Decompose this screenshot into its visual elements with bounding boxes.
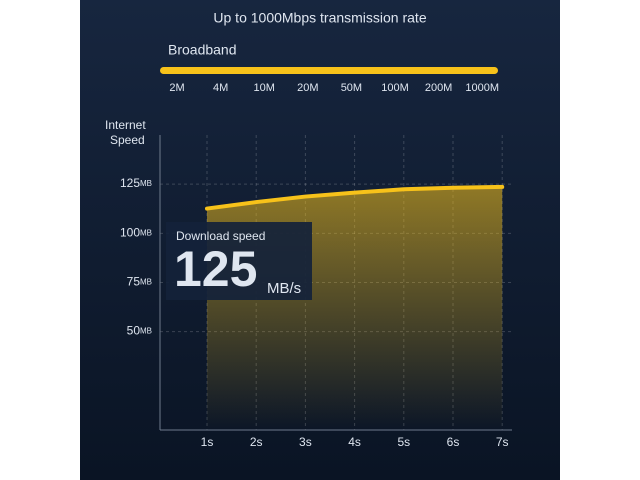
broadband-tick-label: 2M <box>169 82 184 94</box>
chart-title: Up to 1000Mbps transmission rate <box>213 10 426 26</box>
callout-label: Download speed <box>176 229 265 243</box>
y-tick-unit: MB <box>140 228 152 237</box>
y-tick-unit: MB <box>140 179 152 188</box>
callout-unit: MB/s <box>267 280 301 297</box>
callout-value: 125 <box>174 241 257 297</box>
broadband-label: Broadband <box>168 42 237 58</box>
broadband-tick-label: 10M <box>253 82 274 94</box>
y-tick: 50MB <box>127 324 152 338</box>
x-tick-label: 7s <box>496 435 509 449</box>
x-tick-label: 6s <box>447 435 460 449</box>
callout-box <box>166 222 312 300</box>
broadband-bar <box>160 67 498 74</box>
x-tick-label: 2s <box>250 435 263 449</box>
y-tick: 100MB <box>120 226 152 240</box>
y-tick: 75MB <box>127 275 152 289</box>
broadband-tick-label: 100M <box>381 82 409 94</box>
broadband-tick-label: 20M <box>297 82 318 94</box>
x-tick-label: 3s <box>299 435 312 449</box>
x-tick-label: 1s <box>201 435 214 449</box>
y-tick-label: 125 <box>120 176 140 190</box>
y-axis-label: Internet <box>105 118 146 132</box>
y-tick-label: 75 <box>127 275 141 289</box>
line <box>205 184 505 211</box>
y-tick-label: 100 <box>120 226 140 240</box>
y-tick-label: 50 <box>127 324 141 338</box>
broadband-tick-label: 200M <box>425 82 453 94</box>
y-axis-label: Speed <box>110 133 145 147</box>
x-tick-label: 4s <box>348 435 361 449</box>
y-tick-unit: MB <box>140 278 152 287</box>
y-tick-unit: MB <box>140 327 152 336</box>
broadband-tick-label: 4M <box>213 82 228 94</box>
y-tick: 125MB <box>120 176 152 190</box>
x-tick-label: 5s <box>397 435 410 449</box>
broadband-tick-label: 50M <box>341 82 362 94</box>
broadband-tick-label: 1000M <box>465 82 499 94</box>
